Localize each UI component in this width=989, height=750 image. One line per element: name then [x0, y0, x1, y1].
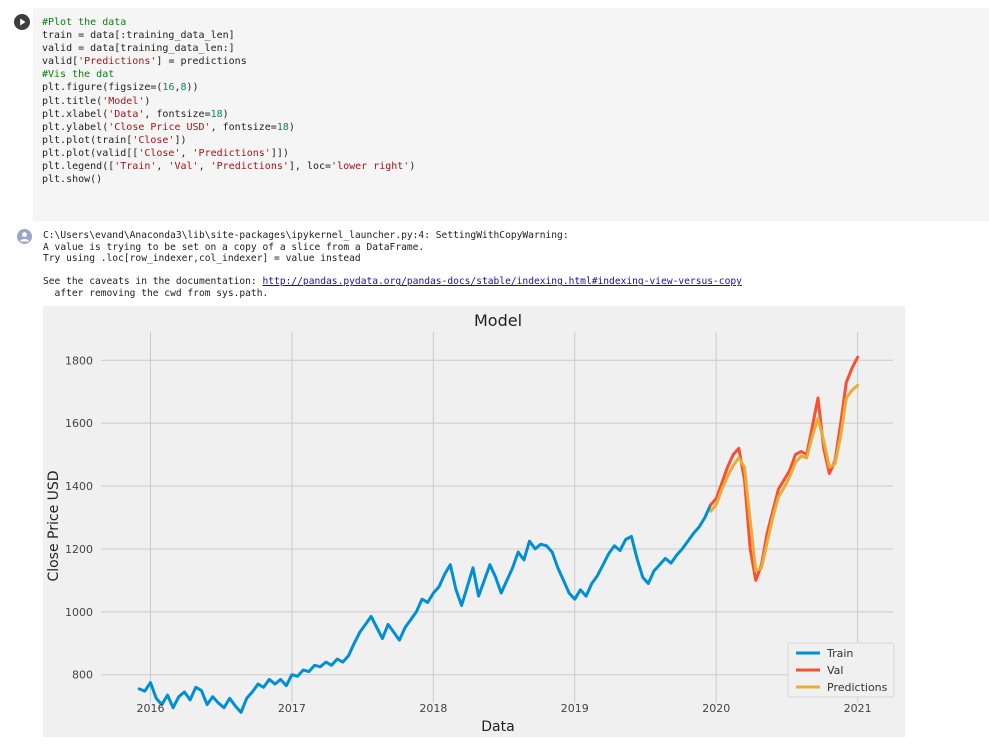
tick-labels: 2016 2017 2018 2019 2020 2021 800 1000 1200 1400 1…	[65, 354, 872, 715]
x-tick-label: 2016	[137, 702, 165, 715]
gridlines	[101, 332, 893, 703]
run-cell-button[interactable]	[14, 14, 30, 30]
x-tick-label: 2020	[702, 702, 730, 715]
series-line-predictions	[709, 383, 860, 573]
code-line: plt.plot(train['Close'])	[42, 134, 187, 146]
code-cell: #Plot the data train = data[:training_da…	[8, 8, 989, 221]
legend-label: Predictions	[827, 681, 888, 694]
code-line: plt.title('Model')	[42, 95, 151, 107]
code-line: plt.show()	[42, 174, 103, 186]
y-axis-label: Close Price USD	[46, 470, 62, 581]
chart-figure: 2016 2017 2018 2019 2020 2021 800 1000 1200 1400 1…	[43, 306, 905, 741]
code-line: plt.ylabel('Close Price USD', fontsize=1…	[42, 121, 295, 133]
legend-box	[787, 642, 895, 698]
y-tick-label: 1600	[65, 417, 93, 430]
y-tick-label: 1200	[65, 543, 93, 556]
code-text: #Plot the data train = data[:training_da…	[33, 8, 989, 186]
warning-line: A value is trying to be set on a copy of…	[43, 241, 425, 253]
series-line-train	[137, 503, 713, 714]
x-tick-label: 2017	[278, 702, 306, 715]
code-line: train = data[:training_data_len]	[42, 30, 235, 42]
legend-label: Val	[827, 664, 843, 677]
code-line: valid = data[training_data_len:]	[42, 43, 235, 55]
figure-background	[43, 306, 905, 737]
code-line: #Vis the dat	[42, 69, 115, 81]
y-tick-label: 800	[72, 669, 93, 682]
code-line: valid['Predictions'] = predictions	[42, 56, 247, 68]
y-tick-label: 1400	[65, 480, 93, 493]
warning-line: C:\Users\evand\Anaconda3\lib\site-packag…	[43, 230, 569, 241]
caveats-line: See the caveats in the documentation: ht…	[43, 276, 742, 288]
y-tick-label: 1800	[65, 354, 93, 367]
series-lines	[137, 355, 860, 714]
x-axis-label: Data	[481, 719, 514, 735]
line-chart: 2016 2017 2018 2019 2020 2021 800 1000 1200 1400 1…	[43, 306, 905, 737]
warning-line: after removing the cwd from sys.path.	[43, 287, 269, 299]
warning-line: Try using .loc[row_indexer,col_indexer] …	[43, 253, 361, 265]
code-line: plt.xlabel('Data', fontsize=18)	[42, 108, 229, 120]
code-editor[interactable]: #Plot the data train = data[:training_da…	[33, 8, 989, 221]
play-icon	[20, 18, 26, 26]
y-tick-label: 1000	[65, 606, 93, 619]
cell-output: C:\Users\evand\Anaconda3\lib\site-packag…	[43, 230, 742, 300]
output-icon[interactable]	[17, 229, 32, 244]
code-line: #Plot the data	[42, 17, 127, 28]
legend-label: Train	[826, 647, 853, 660]
docs-link[interactable]: http://pandas.pydata.org/pandas-docs/sta…	[262, 276, 742, 288]
x-tick-label: 2018	[419, 702, 447, 715]
x-tick-label: 2021	[844, 702, 872, 715]
code-line: plt.plot(valid[['Close', 'Predictions']]…	[42, 147, 289, 159]
caveats-text: See the caveats in the documentation:	[43, 276, 263, 288]
chart-legend: Train Val Predictions	[787, 642, 895, 698]
chart-title: Model	[474, 311, 522, 330]
code-line: plt.legend(['Train', 'Val', 'Predictions…	[42, 161, 416, 173]
x-tick-label: 2019	[561, 702, 589, 715]
code-line: plt.figure(figsize=(16,8))	[42, 82, 199, 94]
